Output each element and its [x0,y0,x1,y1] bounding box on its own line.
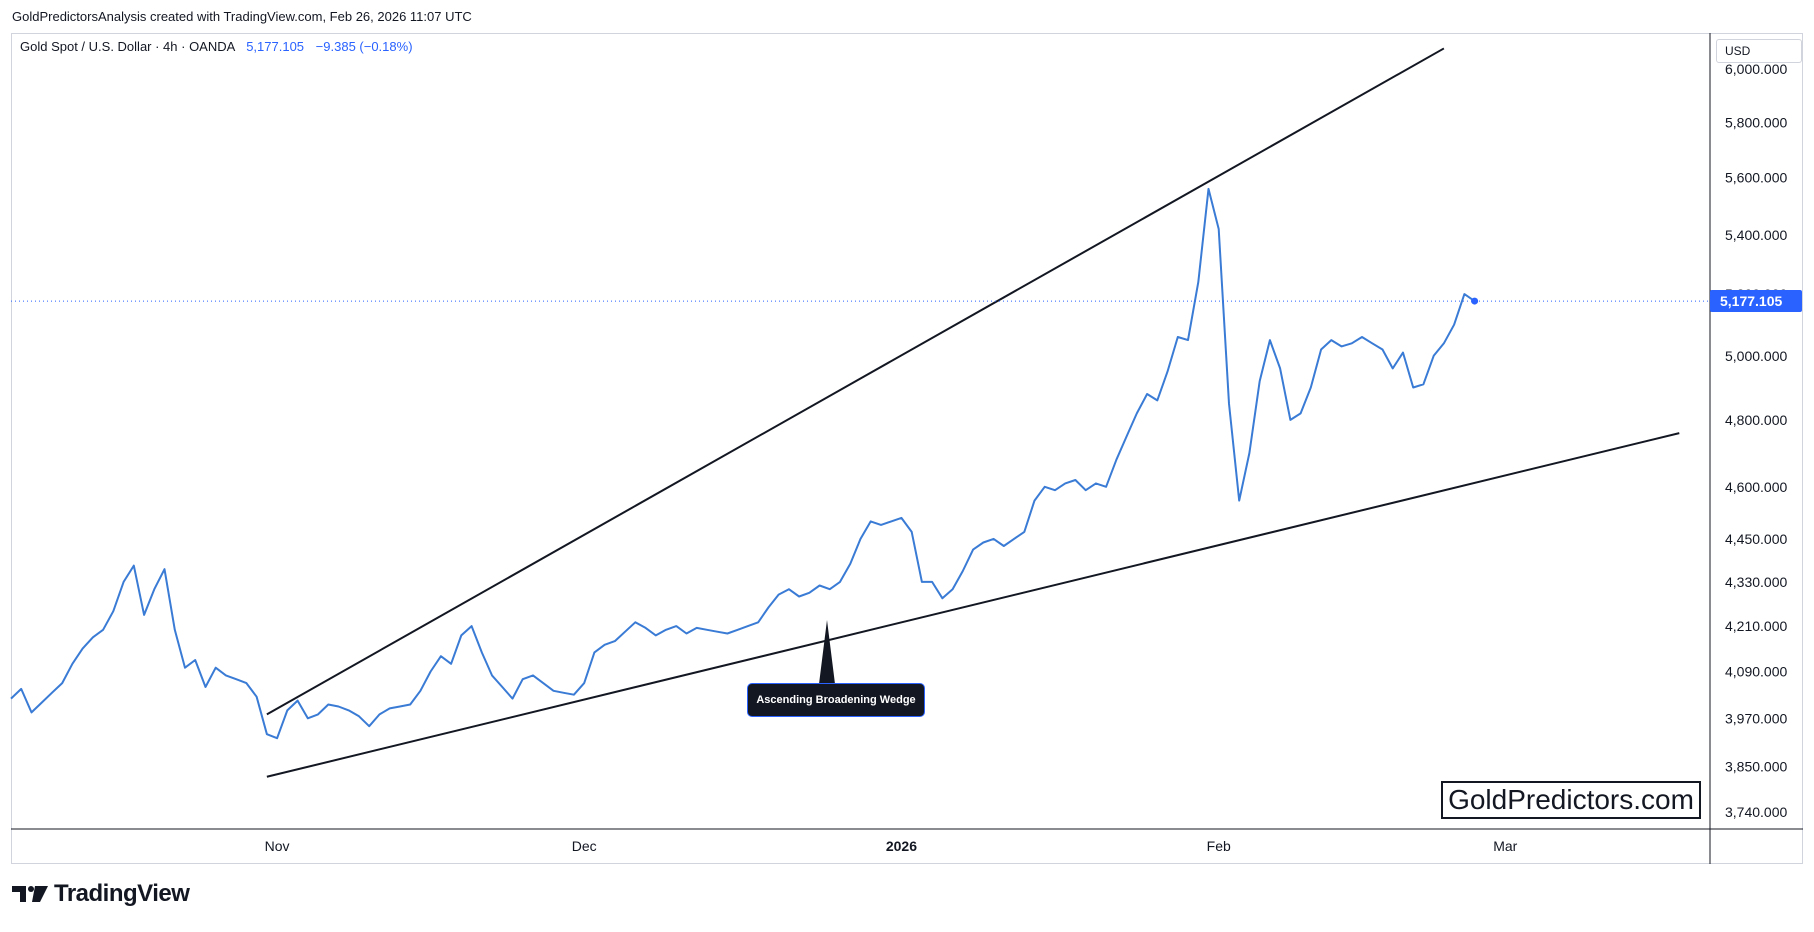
y-tick-label: 4,330.000 [1725,574,1787,590]
tradingview-logo[interactable]: TradingView [12,880,190,908]
y-tick-label: 4,450.000 [1725,531,1787,547]
x-tick-label: Mar [1493,838,1517,854]
y-tick-label: 3,740.000 [1725,804,1787,820]
annotation-pointer-icon [819,620,835,684]
y-tick-label: 3,970.000 [1725,710,1787,726]
trendline-lower[interactable] [266,432,1680,778]
watermark: GoldPredictors.com [1441,781,1701,819]
time-axis[interactable]: Nov Dec 2026 Feb Mar [265,838,1518,854]
y-tick-label: 5,600.000 [1725,170,1787,186]
series-line-0 [10,187,1476,740]
chart-attribution: GoldPredictorsAnalysis created with Trad… [12,9,472,24]
y-tick-label: 5,800.000 [1725,115,1787,131]
y-tick-label: 5,400.000 [1725,227,1787,243]
tradingview-wordmark: TradingView [54,880,190,907]
price-axis[interactable]: 6,000.0005,800.0005,600.0005,400.0005,20… [1725,61,1787,820]
tradingview-logo-icon [12,886,48,902]
symbol-price: 5,177.105 [246,39,305,54]
symbol-change: −9.385 (−0.18%) [315,39,413,54]
y-tick-label: 4,090.000 [1725,664,1787,680]
chart-borders [11,33,1803,864]
y-tick-label: 4,800.000 [1725,412,1787,428]
last-price-label: 5,177.105 [1710,290,1802,313]
annotation-label[interactable]: Ascending Broadening Wedge [747,683,925,717]
currency-selector[interactable]: USD [1716,39,1802,63]
x-tick-label: Feb [1207,838,1231,854]
wedge-trendlines [266,47,1680,778]
y-tick-label: 4,210.000 [1725,618,1787,634]
trendline-upper[interactable] [266,47,1445,716]
y-tick-label: 3,850.000 [1725,759,1787,775]
symbol-legend[interactable]: Gold Spot / U.S. Dollar · 4h · OANDA 5,1… [20,39,413,54]
last-price-marker [1471,297,1479,305]
chart-frame [11,33,1803,864]
x-tick-label: 2026 [886,838,917,854]
annotation-pointer [819,620,835,684]
x-tick-label: Dec [572,838,597,854]
symbol-name: Gold Spot / U.S. Dollar · 4h · OANDA [20,39,235,54]
y-tick-label: 6,000.000 [1725,61,1787,77]
price-series [10,187,1710,740]
y-tick-label: 4,600.000 [1725,479,1787,495]
y-tick-label: 5,000.000 [1725,348,1787,364]
x-tick-label: Nov [265,838,290,854]
